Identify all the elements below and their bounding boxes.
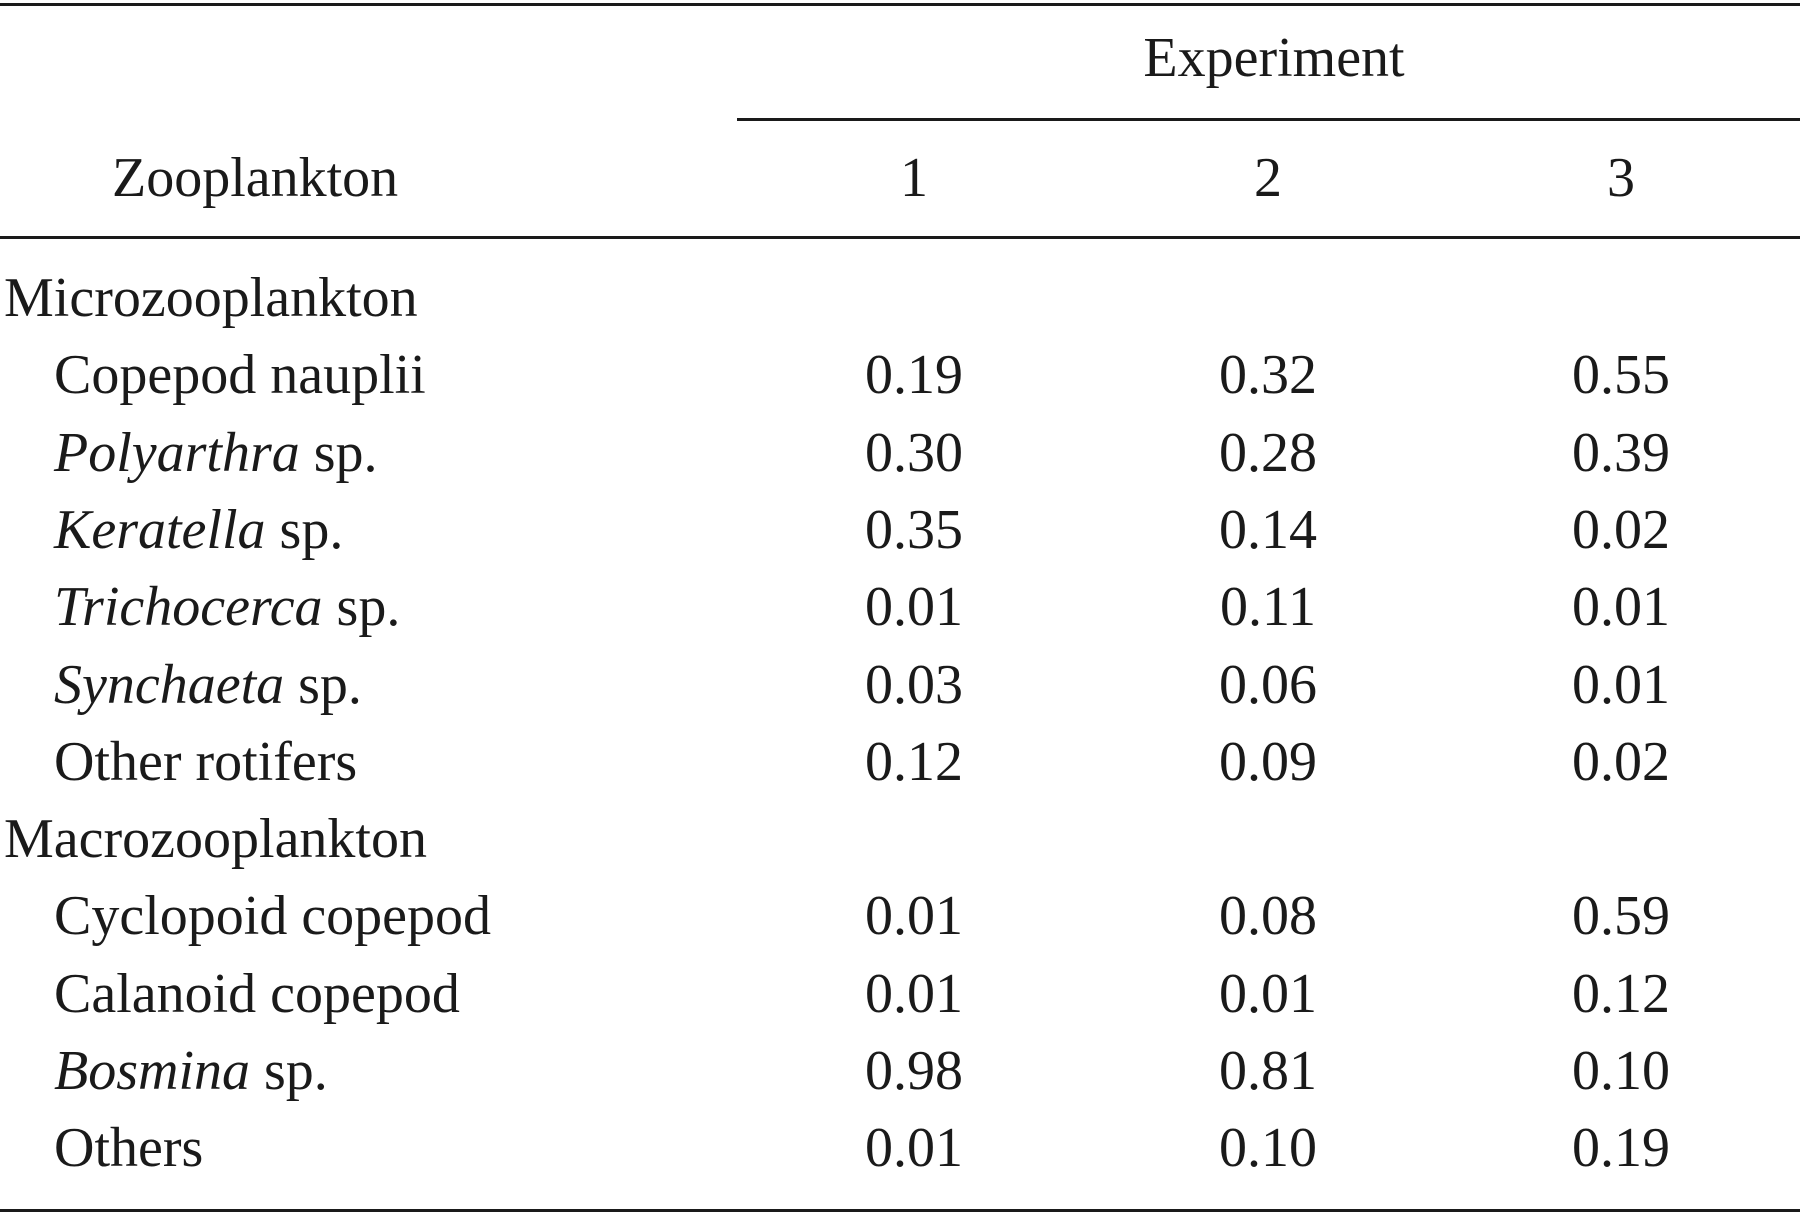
value-cell: 0.10 bbox=[1572, 1040, 1670, 1102]
row-label: Copepod nauplii bbox=[54, 344, 426, 407]
row-label: Others bbox=[54, 1117, 204, 1180]
value-cell: 0.01 bbox=[865, 885, 963, 948]
value-cell: 0.35 bbox=[865, 498, 963, 561]
row-label: Keratella sp. bbox=[54, 502, 343, 558]
top-rule bbox=[0, 3, 1800, 6]
species-suffix: sp. bbox=[299, 421, 378, 484]
row-label: Synchaeta sp. bbox=[54, 657, 362, 713]
value-cell: 0.06 bbox=[1219, 653, 1317, 716]
column-header-1: 1 bbox=[900, 147, 928, 209]
value-cell: 0.28 bbox=[1219, 421, 1317, 484]
genus-name: Keratella bbox=[54, 498, 266, 561]
group-label: Macrozooplankton bbox=[4, 808, 427, 871]
value-cell: 0.03 bbox=[865, 653, 963, 716]
genus-name: Polyarthra bbox=[54, 421, 300, 484]
value-cell: 0.01 bbox=[1572, 576, 1670, 639]
value-cell: 0.01 bbox=[865, 962, 963, 1025]
value-cell: 0.10 bbox=[1219, 1117, 1317, 1180]
header-rule bbox=[0, 236, 1800, 239]
value-cell: 0.11 bbox=[1220, 576, 1316, 639]
value-cell: 0.12 bbox=[1572, 962, 1670, 1025]
group-label: Microzooplankton bbox=[4, 267, 418, 329]
genus-name: Trichocerca bbox=[54, 576, 323, 639]
species-suffix: sp. bbox=[265, 498, 344, 561]
spanner-rule bbox=[737, 118, 1800, 121]
value-cell: 0.14 bbox=[1219, 498, 1317, 561]
row-label: Other rotifers bbox=[54, 730, 358, 793]
value-cell: 0.09 bbox=[1219, 730, 1317, 793]
bottom-rule bbox=[0, 1209, 1800, 1212]
experiment-spanner-header: Experiment bbox=[1143, 27, 1405, 89]
species-suffix: sp. bbox=[250, 1040, 328, 1102]
value-cell: 0.01 bbox=[865, 576, 963, 639]
value-cell: 0.08 bbox=[1219, 885, 1317, 948]
value-cell: 0.81 bbox=[1219, 1040, 1317, 1102]
row-label: Polyarthra sp. bbox=[54, 425, 378, 481]
value-cell: 0.98 bbox=[865, 1040, 963, 1102]
species-suffix: sp. bbox=[284, 653, 362, 716]
value-cell: 0.59 bbox=[1572, 885, 1670, 948]
column-header-2: 2 bbox=[1254, 147, 1282, 209]
row-label: Bosmina sp. bbox=[54, 1043, 328, 1099]
value-cell: 0.19 bbox=[1572, 1117, 1670, 1180]
value-cell: 0.01 bbox=[865, 1117, 963, 1180]
row-label: Cyclopoid copepod bbox=[54, 885, 492, 948]
value-cell: 0.01 bbox=[1572, 653, 1670, 716]
value-cell: 0.12 bbox=[865, 730, 963, 793]
row-label: Calanoid copepod bbox=[54, 962, 460, 1025]
genus-name: Bosmina bbox=[54, 1040, 250, 1102]
species-suffix: sp. bbox=[322, 576, 401, 639]
row-label: Trichocerca sp. bbox=[54, 579, 400, 635]
genus-name: Synchaeta bbox=[54, 653, 285, 716]
value-cell: 0.30 bbox=[865, 421, 963, 484]
value-cell: 0.32 bbox=[1219, 344, 1317, 407]
column-header-3: 3 bbox=[1607, 147, 1635, 209]
value-cell: 0.01 bbox=[1219, 962, 1317, 1025]
value-cell: 0.02 bbox=[1572, 730, 1670, 793]
value-cell: 0.39 bbox=[1572, 421, 1670, 484]
value-cell: 0.55 bbox=[1572, 344, 1670, 407]
value-cell: 0.19 bbox=[865, 344, 963, 407]
zooplankton-column-header: Zooplankton bbox=[112, 147, 399, 209]
value-cell: 0.02 bbox=[1572, 498, 1670, 561]
